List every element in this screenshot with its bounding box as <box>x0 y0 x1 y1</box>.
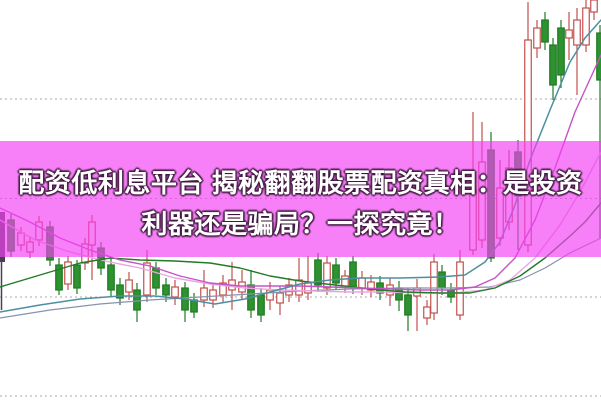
candle <box>81 238 89 270</box>
candle <box>295 258 303 302</box>
candle <box>430 254 438 320</box>
candle <box>26 236 34 258</box>
candle <box>590 0 598 20</box>
candle <box>478 122 486 248</box>
candle <box>7 214 15 257</box>
candle <box>55 258 63 295</box>
candle <box>238 270 246 300</box>
candle <box>143 250 151 302</box>
candle <box>541 12 549 50</box>
candle <box>162 278 170 302</box>
left-edge-candle <box>0 212 5 310</box>
candle <box>533 20 541 58</box>
candle <box>107 258 115 296</box>
candle <box>456 250 464 320</box>
candle <box>219 275 227 302</box>
gridlines <box>0 98 601 397</box>
candle <box>64 256 72 290</box>
candle <box>469 112 477 255</box>
candle <box>557 20 565 88</box>
candle <box>46 221 54 266</box>
ma-teal <box>0 19 601 313</box>
candle <box>171 280 179 305</box>
candle <box>304 256 312 300</box>
candle <box>395 281 403 311</box>
candle <box>323 256 331 295</box>
candle <box>200 270 208 307</box>
candle <box>88 215 96 280</box>
candle <box>73 260 81 294</box>
candle <box>524 2 532 252</box>
candle <box>133 283 141 322</box>
ma-green <box>0 202 601 294</box>
candle <box>487 132 495 262</box>
candle <box>413 279 421 331</box>
candle <box>565 12 573 60</box>
candle <box>423 300 431 325</box>
ma-lightpink <box>0 151 601 294</box>
candle <box>276 286 284 315</box>
candle <box>314 253 322 292</box>
candle <box>404 288 412 331</box>
ma-bluegray <box>0 237 601 319</box>
candle <box>549 38 557 100</box>
candle <box>582 0 590 52</box>
candle <box>181 282 189 322</box>
candle <box>496 160 504 246</box>
candle <box>116 278 124 305</box>
